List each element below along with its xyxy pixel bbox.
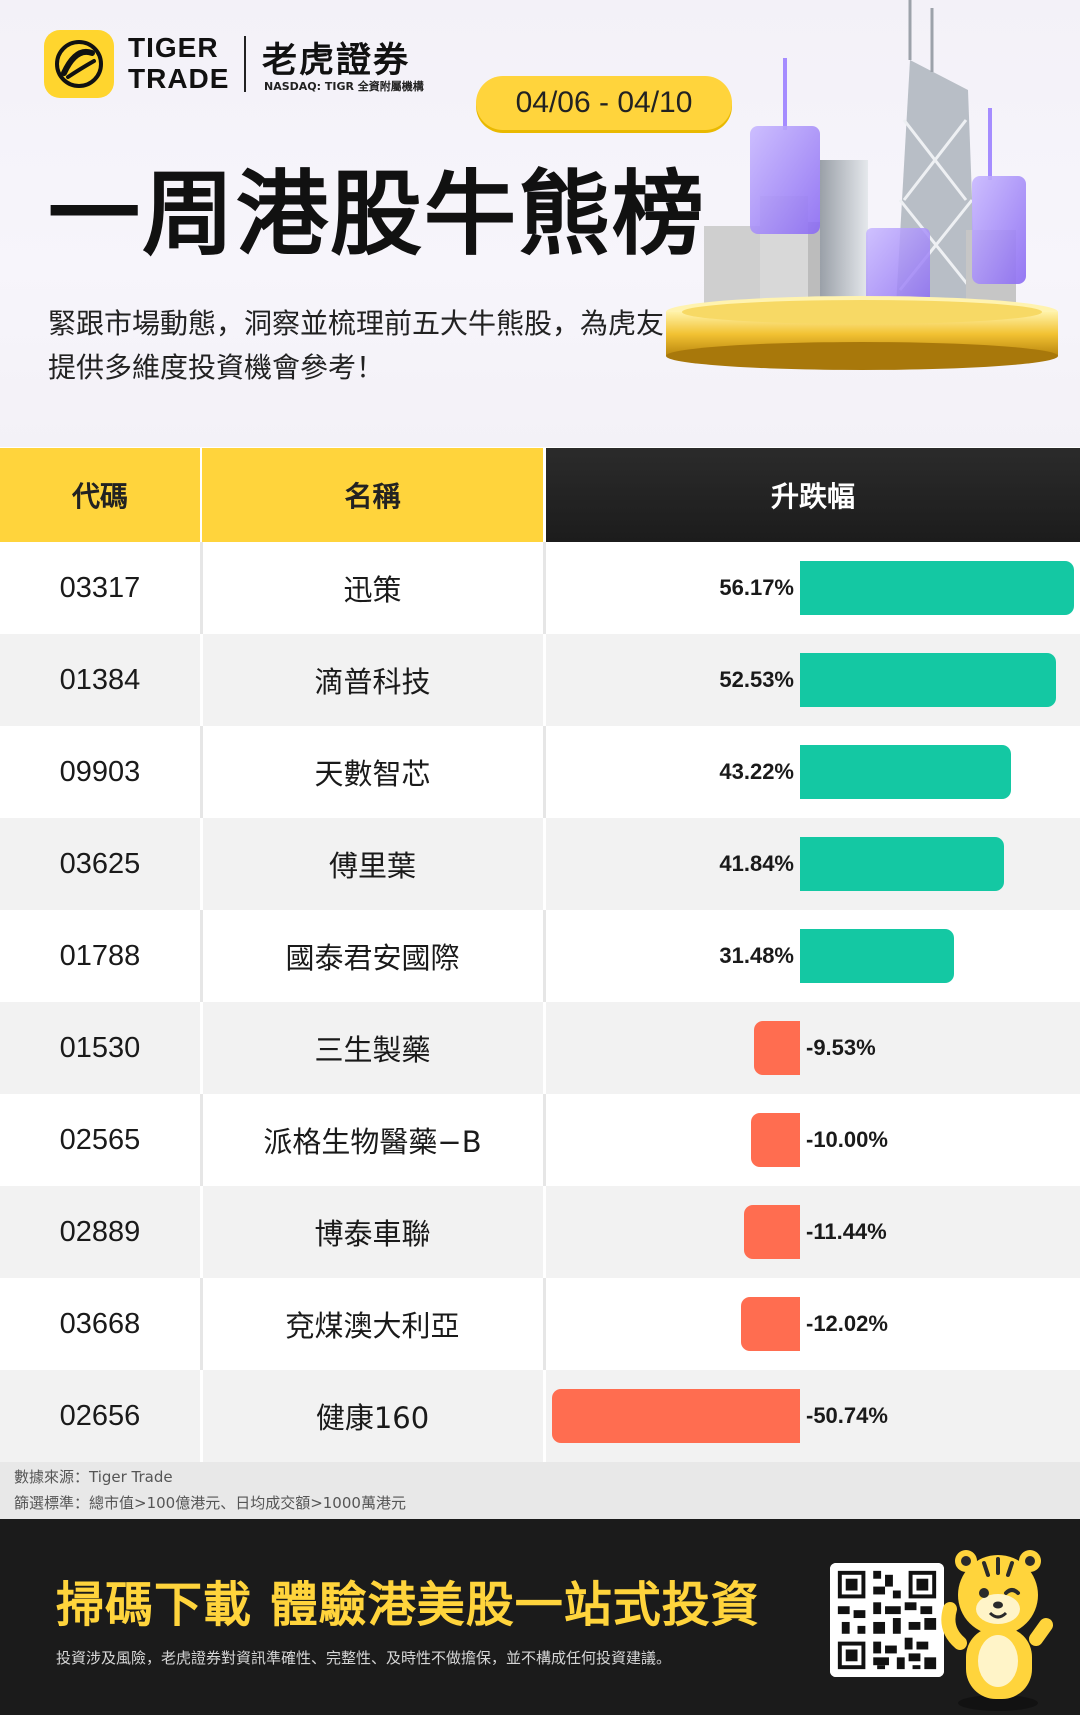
download-cta: 掃碼下載 體驗港美股一站式投資 (56, 1577, 760, 1633)
table-row: 03317 迅策 56.17% (0, 542, 1080, 634)
column-header-change: 升跌幅 (546, 448, 1080, 542)
page-title: 一周港股牛熊榜 (48, 161, 707, 268)
gain-bar (800, 561, 1074, 615)
stock-name: 天數智芯 (314, 757, 431, 791)
column-divider (543, 1186, 546, 1278)
column-divider (543, 726, 546, 818)
qr-code-icon[interactable] (830, 1563, 944, 1677)
gain-bar (800, 653, 1057, 707)
column-divider (200, 1278, 203, 1370)
change-percent-label: 43.22% (719, 759, 794, 784)
column-divider (543, 1278, 546, 1370)
brand-subtitle: NASDAQ: TIGR 全資附屬機構 (264, 80, 424, 93)
change-percent-label: -50.74% (806, 1403, 888, 1428)
table-row: 09903 天數智芯 43.22% (0, 726, 1080, 818)
change-percent-label: -11.44% (806, 1219, 887, 1244)
stock-name: 兗煤澳大利亞 (285, 1309, 460, 1343)
city-skyline-icon (666, 0, 1058, 370)
stock-name: 派格生物醫藥−B (263, 1125, 482, 1159)
column-divider (543, 1370, 546, 1462)
column-divider (543, 818, 546, 910)
stock-name: 博泰車聯 (314, 1217, 431, 1251)
stock-name: 國泰君安國際 (285, 941, 460, 975)
stock-name: 滴普科技 (314, 665, 431, 699)
table-row: 02565 派格生物醫藥−B -10.00% (0, 1094, 1080, 1186)
stock-code: 01788 (59, 939, 141, 972)
header: TIGER TRADE 老虎證券 NASDAQ: TIGR 全資附屬機構 04/… (0, 0, 1080, 447)
loss-bar (744, 1205, 800, 1259)
tiger-mascot-icon (941, 1550, 1053, 1711)
column-header-code: 代碼 (0, 448, 200, 542)
stock-code: 02889 (59, 1215, 141, 1248)
page-subtitle: 緊跟市場動態，洞察並梳理前五大牛熊股，為虎友提供多維度投資機會參考！ (48, 307, 665, 384)
column-divider (200, 542, 203, 634)
table-row: 01384 滴普科技 52.53% (0, 634, 1080, 726)
gain-bar (800, 929, 954, 983)
column-divider (200, 726, 203, 818)
column-divider (200, 634, 203, 726)
column-divider (543, 634, 546, 726)
stock-code: 01530 (59, 1031, 141, 1064)
stock-code: 03317 (59, 571, 141, 604)
stock-name: 迅策 (343, 573, 402, 607)
loss-bar (741, 1297, 800, 1351)
stock-code: 03625 (59, 847, 141, 880)
change-percent-label: 31.48% (719, 943, 794, 968)
brand-chinese: 老虎證券 (262, 41, 411, 81)
loss-bar (753, 1021, 800, 1075)
gain-bar (800, 837, 1005, 891)
column-header-name: 名稱 (202, 448, 543, 542)
column-divider (200, 910, 203, 1002)
disclaimer: 投資涉及風險，老虎證券對資訊準確性、完整性、及時性不做擔保，並不構成任何投資建議… (56, 1649, 672, 1667)
stock-name: 傅里葉 (328, 849, 416, 883)
change-percent-label: -9.53% (806, 1035, 876, 1060)
loss-bar (751, 1113, 800, 1167)
column-divider (200, 1094, 203, 1186)
column-divider (543, 1002, 546, 1094)
column-divider (543, 910, 546, 1002)
stock-name: 健康160 (315, 1401, 430, 1435)
column-divider (543, 542, 546, 634)
gain-bar (800, 745, 1011, 799)
footer: 掃碼下載 體驗港美股一站式投資 投資涉及風險，老虎證券對資訊準確性、完整性、及時… (0, 1519, 1080, 1715)
stock-code: 03668 (59, 1307, 141, 1340)
column-divider (200, 1370, 203, 1462)
loss-bar (552, 1389, 800, 1443)
data-source-note: 數據來源：Tiger Trade (14, 1468, 173, 1486)
stock-code: 02565 (59, 1123, 141, 1156)
table-row: 01530 三生製藥 -9.53% (0, 1002, 1080, 1094)
tiger-logo-icon (44, 30, 114, 98)
table-row: 03625 傅里葉 41.84% (0, 818, 1080, 910)
brand-english: TIGER TRADE (128, 32, 230, 94)
table-row: 02656 健康160 -50.74% (0, 1370, 1080, 1462)
stock-code: 09903 (59, 755, 141, 788)
stock-code: 02656 (59, 1399, 141, 1432)
column-divider (200, 818, 203, 910)
table-row: 03668 兗煤澳大利亞 -12.02% (0, 1278, 1080, 1370)
change-percent-label: 52.53% (719, 667, 794, 692)
date-range-badge: 04/06 - 04/10 (476, 76, 732, 130)
change-percent-label: -10.00% (806, 1127, 888, 1152)
table-header: 代碼 名稱 升跌幅 (0, 448, 1080, 542)
column-divider (200, 1002, 203, 1094)
change-percent-label: 41.84% (719, 851, 794, 876)
stock-name: 三生製藥 (314, 1033, 431, 1067)
screening-criteria-note: 篩選標準：總市值>100億港元、日均成交額>1000萬港元 (14, 1494, 406, 1512)
brand-divider (244, 36, 246, 92)
change-percent-label: -12.02% (806, 1311, 888, 1336)
stock-code: 01384 (59, 663, 141, 696)
table-row: 02889 博泰車聯 -11.44% (0, 1186, 1080, 1278)
column-divider (200, 1186, 203, 1278)
table-notes: 數據來源：Tiger Trade 篩選標準：總市值>100億港元、日均成交額>1… (0, 1462, 1080, 1519)
column-divider (543, 1094, 546, 1186)
change-percent-label: 56.17% (719, 575, 794, 600)
table-row: 01788 國泰君安國際 31.48% (0, 910, 1080, 1002)
